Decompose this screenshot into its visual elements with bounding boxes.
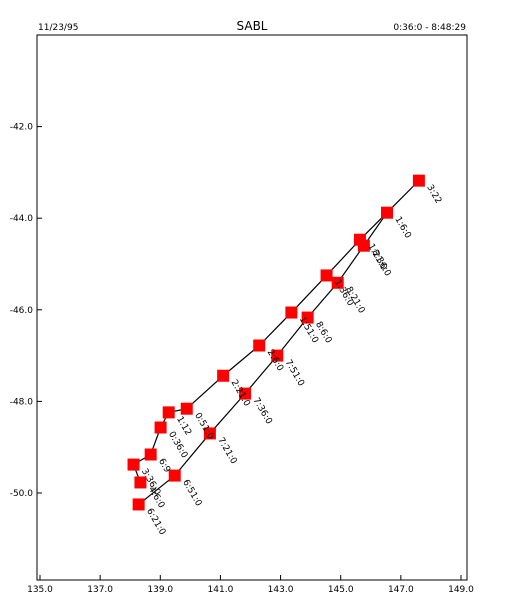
x-tick-label: 143.0: [268, 585, 294, 595]
point-label: 6:21:0: [144, 507, 167, 537]
track-point: [162, 406, 175, 419]
x-tick-label: 145.0: [328, 585, 354, 595]
x-tick-label: 137.0: [87, 585, 113, 595]
y-tick-label: -42.0: [10, 123, 34, 133]
plot-frame: [36, 34, 468, 581]
track-point: [412, 174, 425, 187]
point-label: 7:21:0: [215, 436, 238, 466]
date: 11/23/95: [38, 23, 78, 33]
track-point: [320, 269, 333, 282]
time-range: 0:36:0 - 8:48:29: [393, 23, 466, 33]
track-point: [144, 448, 157, 461]
track-point: [253, 339, 266, 352]
x-tick-label: 139.0: [147, 585, 173, 595]
track-point: [353, 233, 366, 246]
track-point: [180, 402, 193, 415]
y-tick-label: -48.0: [10, 397, 34, 407]
track-point: [132, 498, 145, 511]
chart-title: SABL: [237, 19, 268, 33]
track-point: [134, 476, 147, 489]
track-point: [239, 387, 252, 400]
point-label: 3:22: [424, 183, 443, 206]
point-label: 7:51:0: [283, 358, 306, 388]
track-line: [132, 180, 420, 505]
y-tick-label: -50.0: [10, 489, 34, 499]
point-label: 0:51:0: [192, 411, 215, 441]
point-label: 1:21:0: [365, 242, 388, 272]
point-label: 4:6:0: [146, 485, 166, 510]
point-label: 7:36:0: [250, 396, 273, 426]
track-point: [285, 306, 298, 319]
x-tick-label: 135.0: [27, 585, 53, 595]
x-tick-label: 147.0: [388, 585, 414, 595]
y-tick-label: -46.0: [10, 306, 34, 316]
track-point: [381, 206, 394, 219]
track-point: [301, 311, 314, 324]
track-point: [127, 458, 140, 471]
x-tick-label: 141.0: [208, 585, 234, 595]
track-point: [168, 469, 181, 482]
track-point: [154, 421, 167, 434]
track-point: [203, 427, 216, 440]
point-label: 6:51:0: [180, 478, 203, 508]
track-point: [331, 276, 344, 289]
point-label: 1:6:0: [392, 215, 412, 240]
track-point: [217, 369, 230, 382]
x-tick-label: 149.0: [448, 585, 474, 595]
track-point: [271, 349, 284, 362]
y-tick-label: -44.0: [10, 214, 34, 224]
